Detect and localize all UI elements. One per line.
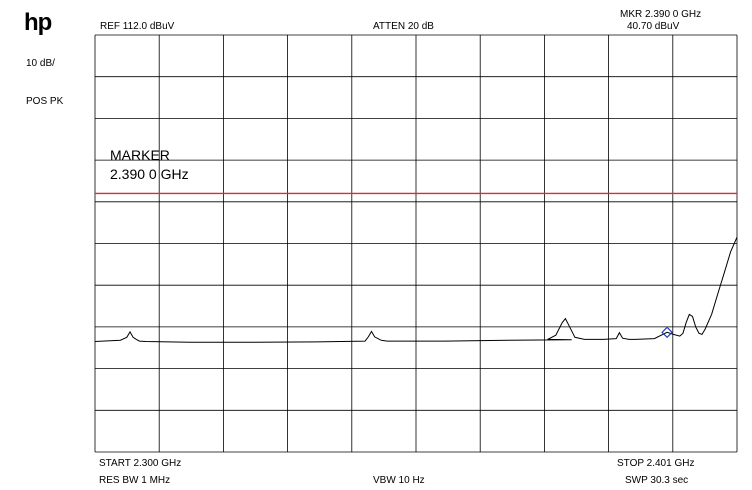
trace-line <box>94 236 738 343</box>
start-frequency: START 2.300 GHz <box>99 458 182 469</box>
marker-annotation-freq: 2.390 0 GHz <box>110 166 189 182</box>
resolution-bandwidth: RES BW 1 MHz <box>99 475 171 486</box>
marker-diamond[interactable] <box>661 326 673 339</box>
reference-level: REF 112.0 dBuV <box>100 21 175 32</box>
sweep-time: SWP 30.3 sec <box>625 475 689 486</box>
detector-label: POS PK <box>26 96 64 107</box>
hp-logo: hp <box>24 9 52 36</box>
marker-frequency: MKR 2.390 0 GHz <box>620 9 702 20</box>
marker-level: 40.70 dBuV <box>627 21 680 32</box>
video-bandwidth: VBW 10 Hz <box>373 475 425 486</box>
marker-annotation-title: MARKER <box>110 147 170 163</box>
scale-label: 10 dB/ <box>26 58 55 69</box>
attenuation-label: ATTEN 20 dB <box>373 21 434 32</box>
graticule <box>94 34 738 453</box>
stop-frequency: STOP 2.401 GHz <box>617 458 695 469</box>
